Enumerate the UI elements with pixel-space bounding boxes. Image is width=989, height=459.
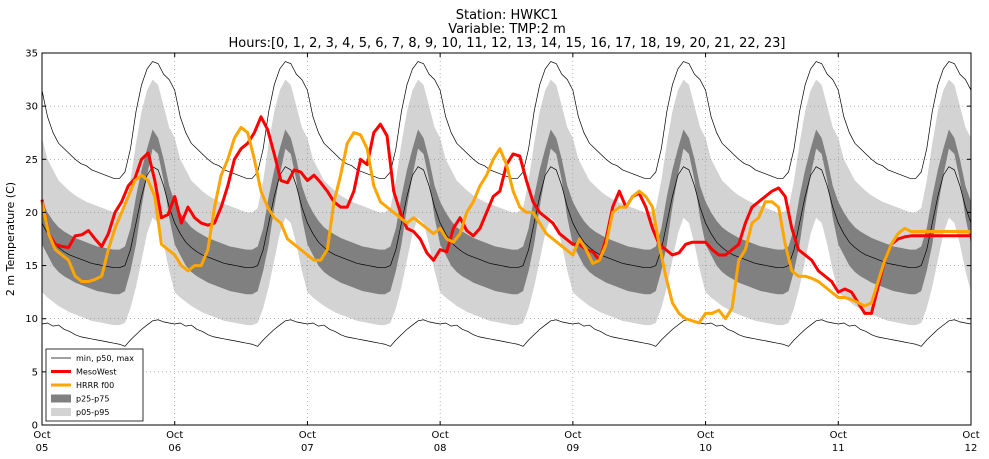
x-tick-label-month: Oct — [299, 430, 316, 441]
line-min — [41, 319, 972, 347]
x-tick-label-day: 11 — [832, 443, 845, 454]
y-tick-label: 5 — [32, 367, 38, 378]
x-tick-label-day: 09 — [566, 443, 579, 454]
x-tick-label-month: Oct — [962, 430, 979, 441]
legend: min, p50, max MesoWest HRRR f00 p25-p75 p05-… — [45, 348, 144, 422]
x-tick-label-month: Oct — [431, 430, 448, 441]
y-axis: 0 5 10 15 20 25 30 35 — [25, 49, 971, 432]
line-p50 — [41, 166, 972, 269]
legend-label: HRRR f00 — [76, 381, 114, 390]
y-axis-label: 2 m Temperature (C) — [4, 182, 17, 296]
y-tick-label: 30 — [25, 102, 38, 113]
climatology-lines — [41, 61, 972, 347]
x-tick-label-day: 05 — [36, 443, 49, 454]
band-p25-p75 — [42, 129, 971, 295]
y-tick-label: 0 — [32, 421, 38, 432]
line-max — [41, 61, 972, 179]
x-tick-label-month: Oct — [564, 430, 581, 441]
x-tick-label-day: 12 — [965, 443, 978, 454]
x-tick-label-month: Oct — [166, 430, 183, 441]
legend-label: p05-p95 — [76, 408, 109, 417]
legend-swatch — [51, 394, 71, 403]
x-tick-label-day: 10 — [699, 443, 712, 454]
x-tick-label-month: Oct — [33, 430, 50, 441]
plot-frame — [41, 52, 972, 426]
grid-lines — [42, 53, 971, 425]
legend-label: MesoWest — [76, 368, 117, 377]
series-lines — [40, 115, 971, 325]
legend-label: p25-p75 — [76, 395, 109, 404]
title-line-1: Station: HWKC1 — [456, 8, 559, 23]
title-line-2: Variable: TMP:2 m — [448, 22, 566, 37]
title-line-3: Hours:[0, 1, 2, 3, 4, 5, 6, 7, 8, 9, 10,… — [229, 36, 786, 51]
x-tick-label-month: Oct — [697, 430, 714, 441]
y-tick-label: 20 — [25, 208, 38, 219]
y-tick-label: 35 — [25, 49, 38, 60]
x-tick-label-day: 06 — [168, 443, 181, 454]
legend-swatch — [51, 408, 71, 416]
x-tick-label-day: 07 — [301, 443, 314, 454]
y-tick-label: 10 — [25, 314, 38, 325]
legend-label: min, p50, max — [76, 354, 134, 363]
x-tick-label-day: 08 — [434, 443, 447, 454]
y-tick-label: 15 — [25, 261, 38, 272]
series-hrrr-f00 — [40, 125, 971, 325]
x-tick-label-month: Oct — [830, 430, 847, 441]
y-tick-label: 25 — [25, 155, 38, 166]
